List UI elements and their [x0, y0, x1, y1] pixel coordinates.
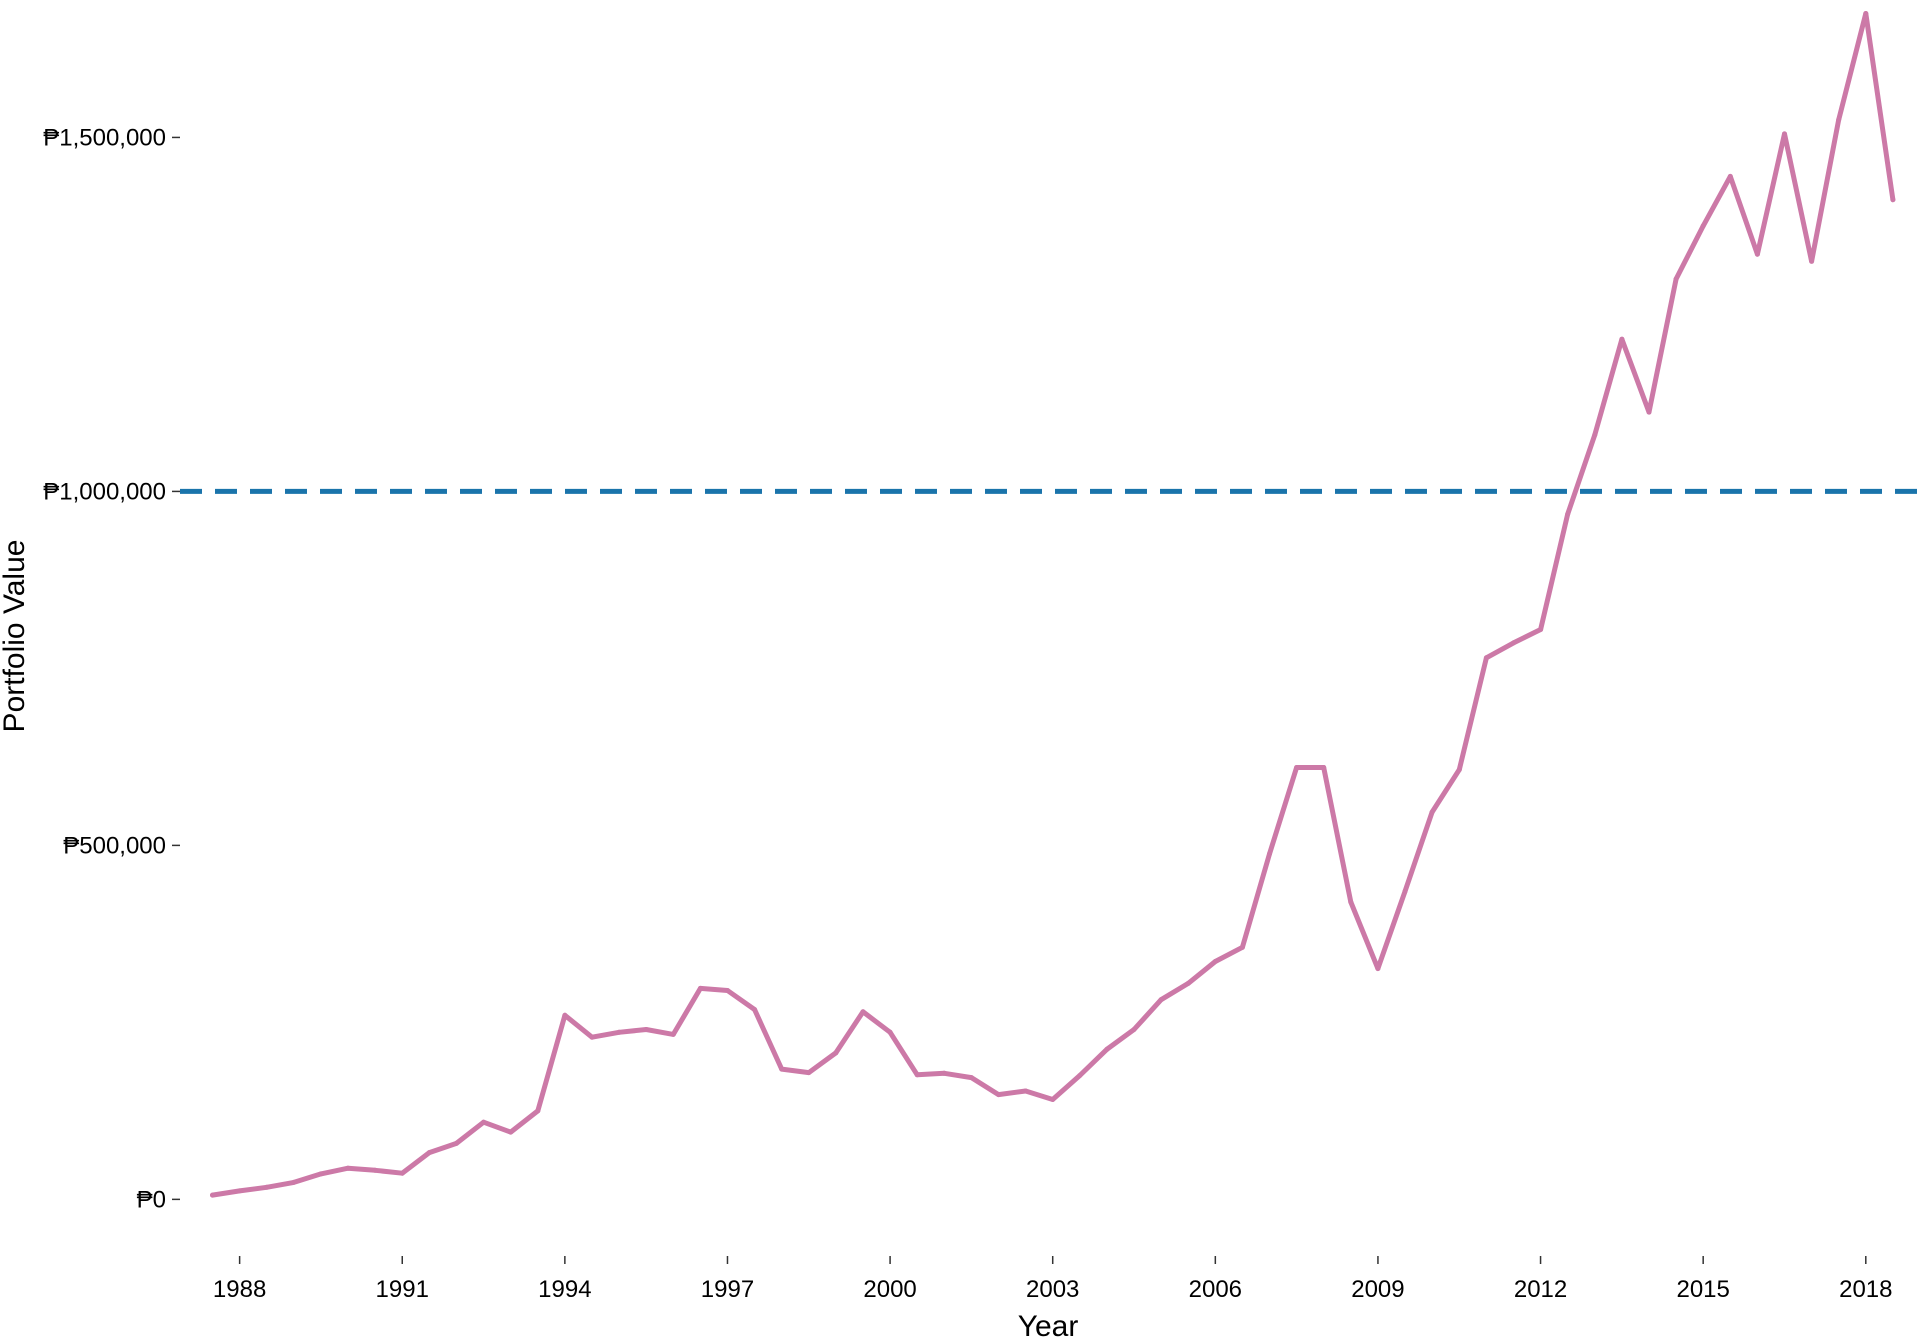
- data-point: [264, 1184, 270, 1190]
- x-axis-ticks: 1988 1991 1994 1997 2000 2003 2006 2009 2012 2015…: [213, 1256, 1892, 1303]
- data-point: [914, 1072, 920, 1078]
- x-tick-label: 2003: [1026, 1276, 1079, 1303]
- data-point: [1863, 11, 1869, 16]
- data-point: [1294, 765, 1300, 770]
- data-point: [1456, 767, 1462, 773]
- data-point: [1673, 276, 1679, 282]
- data-point: [860, 1009, 866, 1015]
- y-axis-ticks: ₱0 ₱500,000 ₱1,000,000 ₱1,500,000: [43, 124, 180, 1213]
- x-axis-title: Year: [1018, 1310, 1079, 1343]
- data-point: [372, 1167, 378, 1173]
- data-point: [833, 1050, 839, 1056]
- x-tick-label: 2009: [1351, 1276, 1404, 1303]
- data-point: [1402, 888, 1408, 894]
- data-point: [1158, 997, 1164, 1003]
- x-tick-label: 2000: [863, 1276, 916, 1303]
- data-point: [1483, 655, 1489, 661]
- y-tick-label: ₱0: [137, 1186, 166, 1213]
- data-point: [508, 1129, 514, 1135]
- data-point: [1104, 1046, 1110, 1052]
- data-point: [210, 1192, 215, 1198]
- data-point: [1646, 409, 1652, 415]
- x-tick-label: 1994: [538, 1276, 591, 1303]
- data-point: [345, 1165, 351, 1171]
- data-point: [806, 1070, 812, 1076]
- y-tick-label: ₱500,000: [63, 832, 166, 859]
- portfolio-value-line: [210, 11, 1896, 1198]
- data-point: [1836, 117, 1842, 123]
- data-point: [1592, 432, 1598, 438]
- y-axis-title: Portfolio Value: [0, 540, 31, 733]
- x-tick-label: 2006: [1189, 1276, 1242, 1303]
- data-point: [589, 1034, 595, 1040]
- data-point: [779, 1066, 785, 1072]
- data-point: [1782, 131, 1787, 137]
- data-point: [1348, 899, 1354, 905]
- data-point: [968, 1075, 974, 1081]
- data-point: [1429, 809, 1435, 815]
- data-point: [697, 985, 703, 991]
- data-point: [887, 1029, 893, 1035]
- data-point: [1185, 980, 1191, 986]
- data-point: [291, 1179, 297, 1185]
- data-point: [941, 1070, 947, 1076]
- data-point: [1890, 197, 1896, 203]
- data-point: [1239, 944, 1245, 950]
- data-point: [616, 1029, 622, 1035]
- data-point: [399, 1170, 405, 1176]
- x-tick-label: 1988: [213, 1276, 266, 1303]
- data-point: [1023, 1088, 1029, 1094]
- data-point: [1809, 258, 1815, 264]
- data-point: [318, 1171, 324, 1177]
- y-tick-label: ₱1,500,000: [43, 124, 166, 151]
- data-point: [1619, 336, 1625, 342]
- data-point: [535, 1108, 541, 1114]
- series-layer: [210, 11, 1896, 1198]
- data-point: [1538, 627, 1544, 632]
- data-point: [1511, 640, 1516, 646]
- data-point: [1050, 1097, 1056, 1102]
- data-point: [725, 988, 730, 993]
- data-point: [643, 1027, 649, 1032]
- x-tick-label: 2012: [1514, 1276, 1567, 1303]
- data-point: [1700, 223, 1706, 229]
- data-point: [1077, 1073, 1083, 1078]
- x-tick-label: 2015: [1676, 1276, 1729, 1303]
- data-point: [237, 1188, 243, 1194]
- y-tick-label: ₱1,000,000: [43, 478, 166, 505]
- x-tick-label: 2018: [1839, 1276, 1892, 1303]
- data-point: [1727, 173, 1733, 179]
- x-tick-label: 1991: [376, 1276, 429, 1303]
- x-tick-label: 1997: [701, 1276, 754, 1303]
- data-point: [453, 1140, 459, 1146]
- data-point: [426, 1150, 432, 1156]
- data-point: [1565, 511, 1571, 517]
- data-point: [752, 1007, 758, 1013]
- data-point: [1212, 959, 1218, 964]
- data-point: [1754, 251, 1760, 257]
- data-point: [1375, 966, 1381, 972]
- data-point: [1131, 1027, 1137, 1032]
- data-point: [562, 1012, 568, 1018]
- data-point: [996, 1092, 1001, 1098]
- data-point: [1321, 765, 1327, 770]
- data-point: [670, 1031, 676, 1037]
- data-point: [1267, 851, 1272, 857]
- data-point: [481, 1119, 487, 1125]
